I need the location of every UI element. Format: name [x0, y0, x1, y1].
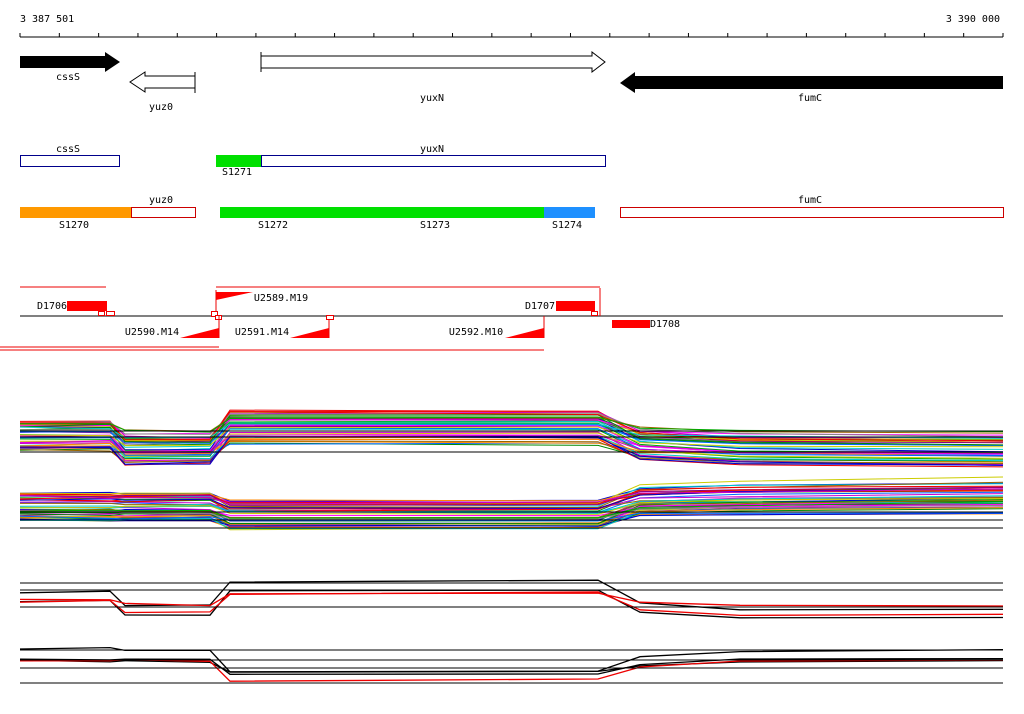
expression-tracks [19, 409, 1004, 684]
segment-label: S1272 [258, 220, 288, 231]
transcript [261, 155, 606, 167]
transcript [620, 207, 1004, 218]
expression-line [19, 488, 1004, 505]
ruler-end: 3 390 000 [946, 14, 1000, 25]
gene-label: cssS [56, 72, 80, 83]
segment [20, 207, 131, 218]
feature-label: D1706 [37, 301, 67, 312]
gene-label: yuxN [420, 93, 444, 104]
segment [544, 207, 595, 218]
feature-label: U2590.M14 [125, 327, 179, 338]
expression-line [19, 423, 1004, 439]
expression-line [19, 416, 1004, 446]
segment-label: S1270 [59, 220, 89, 231]
feature-label: D1707 [525, 301, 555, 312]
expression-line [19, 500, 1004, 525]
expression-line [19, 646, 1004, 673]
feature [505, 328, 544, 338]
segment [220, 207, 544, 218]
gene-arrow [129, 71, 196, 93]
segment-label: S1274 [552, 220, 582, 231]
feature-marker [106, 311, 115, 316]
gene-label: fumC [798, 93, 822, 104]
feature-marker [591, 311, 598, 316]
feature-marker [211, 311, 218, 317]
gene-arrow [20, 52, 120, 72]
transcript-label: yuz0 [149, 195, 173, 206]
feature [180, 328, 219, 338]
feature-label: U2589.M19 [254, 293, 308, 304]
gene-arrow [260, 50, 606, 74]
ruler-start: 3 387 501 [20, 14, 74, 25]
segment [216, 155, 261, 167]
segment-label: S1273 [420, 220, 450, 231]
feature [556, 301, 595, 311]
transcript [20, 155, 120, 167]
feature-label: D1708 [650, 319, 680, 330]
feature-marker [98, 311, 105, 316]
expression-line [19, 414, 1004, 446]
feature [67, 301, 107, 311]
feature-marker [326, 315, 334, 320]
transcript-label: cssS [56, 144, 80, 155]
expression-line [19, 659, 1004, 682]
expression-line [19, 424, 1004, 455]
gene-label: yuz0 [149, 102, 173, 113]
expression-line [19, 486, 1004, 506]
feature [216, 292, 253, 300]
expression-line [19, 592, 1004, 607]
segment-label: S1271 [222, 167, 252, 178]
gene-arrow [620, 72, 1003, 93]
expression-line [19, 501, 1004, 519]
feature-label: U2592.M10 [449, 327, 503, 338]
feature [612, 320, 650, 328]
ruler: 3 387 501 3 390 000 [19, 14, 1004, 38]
transcript-label: fumC [798, 195, 822, 206]
expression-line [19, 507, 1004, 525]
expression-line [19, 591, 1004, 617]
expression-line [19, 426, 1004, 448]
expression-line [19, 432, 1004, 459]
expression-line [20, 416, 1004, 433]
expression-line [19, 498, 1004, 515]
expression-line [19, 495, 1004, 515]
transcript [131, 207, 196, 218]
transcript-label: yuxN [420, 144, 444, 155]
feature [290, 328, 329, 338]
feature-label: U2591.M14 [235, 327, 289, 338]
expression-line [19, 659, 1004, 673]
